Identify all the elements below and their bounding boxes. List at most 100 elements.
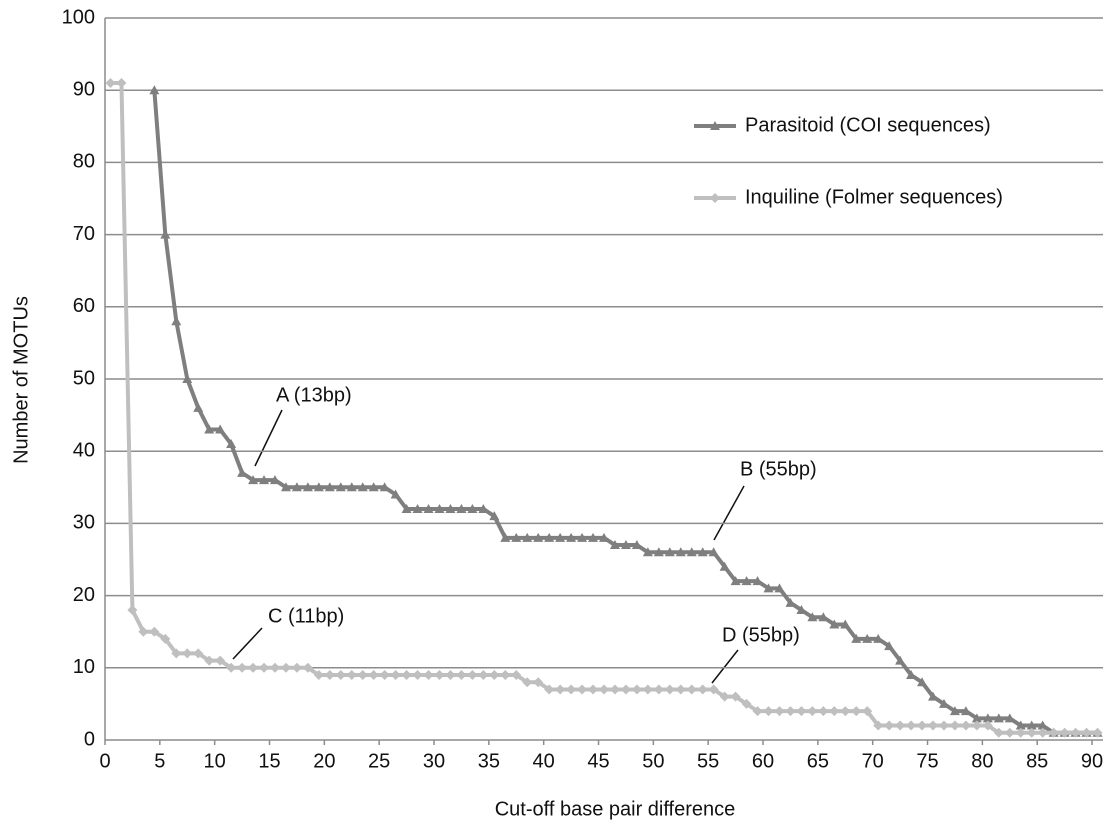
marker (730, 576, 741, 586)
annotation: D (55bp) (722, 624, 800, 646)
annotation-arrow (711, 649, 739, 684)
marker (710, 121, 720, 130)
marker (226, 438, 237, 448)
marker (884, 641, 895, 651)
marker (456, 670, 467, 681)
marker (741, 576, 752, 586)
marker (237, 662, 248, 673)
marker (149, 85, 160, 95)
marker (346, 670, 357, 681)
marker (193, 648, 204, 659)
x-tick-label: 25 (368, 750, 390, 772)
marker (906, 670, 917, 680)
marker (774, 583, 785, 593)
x-tick-label: 65 (807, 750, 829, 772)
marker (664, 684, 675, 695)
marker (467, 503, 478, 513)
marker (1015, 720, 1026, 730)
marker (609, 540, 620, 550)
annotation-arrow (232, 627, 263, 660)
marker (631, 540, 642, 550)
marker (544, 684, 555, 695)
marker (993, 727, 1004, 738)
marker (215, 655, 226, 666)
marker (456, 503, 467, 513)
marker (269, 475, 280, 485)
marker (949, 720, 960, 731)
marker (116, 77, 127, 88)
marker (346, 482, 357, 492)
marker (478, 670, 489, 681)
marker (730, 691, 741, 702)
y-axis-label: Number of MOTUs (10, 296, 32, 464)
marker (324, 670, 335, 681)
marker (237, 467, 248, 477)
y-tick-label: 50 (73, 367, 95, 389)
marker (577, 532, 588, 542)
marker (664, 547, 675, 557)
marker (1004, 713, 1015, 723)
marker (982, 720, 993, 731)
marker (291, 662, 302, 673)
marker (1026, 720, 1037, 730)
marker (917, 720, 928, 731)
marker (335, 482, 346, 492)
marker (928, 720, 939, 731)
x-tick-label: 80 (971, 750, 993, 772)
marker (138, 626, 149, 637)
marker (335, 670, 346, 681)
marker (620, 684, 631, 695)
marker (182, 374, 193, 383)
marker (840, 619, 851, 629)
marker (840, 706, 851, 717)
marker (1081, 727, 1092, 738)
marker (105, 77, 116, 88)
marker (313, 670, 324, 681)
y-tick-label: 100 (62, 6, 95, 28)
marker (708, 547, 719, 557)
marker (807, 706, 818, 717)
marker (401, 670, 412, 681)
marker (752, 576, 763, 586)
marker (993, 713, 1004, 723)
marker (248, 475, 259, 485)
marker (423, 503, 434, 513)
marker (160, 633, 171, 644)
marker (1015, 727, 1026, 738)
marker (412, 503, 423, 513)
marker (982, 713, 993, 723)
marker (971, 720, 982, 731)
marker (434, 503, 445, 513)
marker (500, 670, 511, 681)
marker (160, 229, 171, 239)
marker (1092, 727, 1103, 738)
marker (818, 612, 829, 622)
marker (938, 698, 949, 708)
marker (280, 662, 291, 673)
x-tick-label: 50 (642, 750, 664, 772)
marker (906, 720, 917, 731)
marker (686, 547, 697, 557)
marker (259, 475, 270, 485)
marker (204, 424, 215, 434)
x-tick-label: 15 (258, 750, 280, 772)
marker (818, 706, 829, 717)
marker (182, 648, 193, 659)
y-tick-label: 20 (73, 584, 95, 606)
marker (445, 503, 456, 513)
marker (938, 720, 949, 731)
marker (675, 547, 686, 557)
y-tick-label: 90 (73, 78, 95, 100)
marker (511, 670, 522, 681)
marker (785, 706, 796, 717)
marker (697, 684, 708, 695)
marker (675, 684, 686, 695)
marker (917, 677, 928, 687)
marker (412, 670, 423, 681)
marker (719, 561, 730, 571)
marker (752, 706, 763, 717)
marker (928, 691, 939, 701)
marker (949, 706, 960, 716)
marker (193, 402, 204, 412)
marker (390, 670, 401, 681)
